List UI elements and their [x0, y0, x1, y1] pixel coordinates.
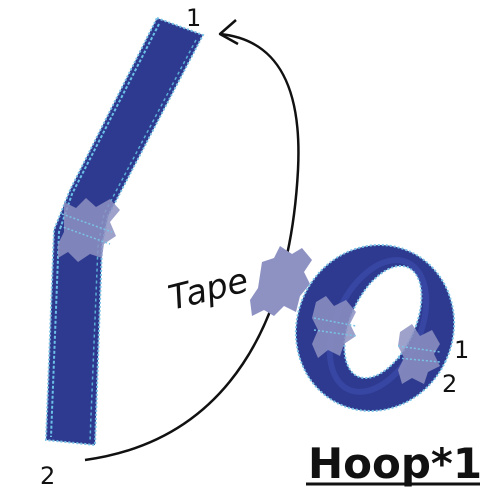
hoop-title: Hoop*1 [308, 439, 482, 488]
hoop-tape-seam-right [397, 345, 441, 363]
band-strip-edge-highlight-right [89, 39, 197, 442]
hoop-ring [294, 244, 456, 412]
arrowhead-icon [218, 19, 239, 46]
hoop-tape-seam-left [313, 317, 357, 337]
hoop-number-two: 2 [442, 370, 457, 398]
band-strip-body [44, 16, 205, 447]
hoop-tape-patch-right [398, 324, 440, 384]
strip-bottom-number: 2 [40, 462, 55, 490]
band-strip [44, 16, 205, 447]
tape-piece [250, 246, 312, 316]
tape-label: Tape [165, 260, 253, 318]
hoop-number-one: 1 [454, 336, 469, 364]
strip-tape-patch [58, 198, 120, 262]
hoop-tape-patch-left [312, 296, 356, 358]
strip-top-number: 1 [186, 4, 201, 32]
strip-tape-seam [59, 213, 113, 245]
curved-arrow [84, 32, 300, 462]
